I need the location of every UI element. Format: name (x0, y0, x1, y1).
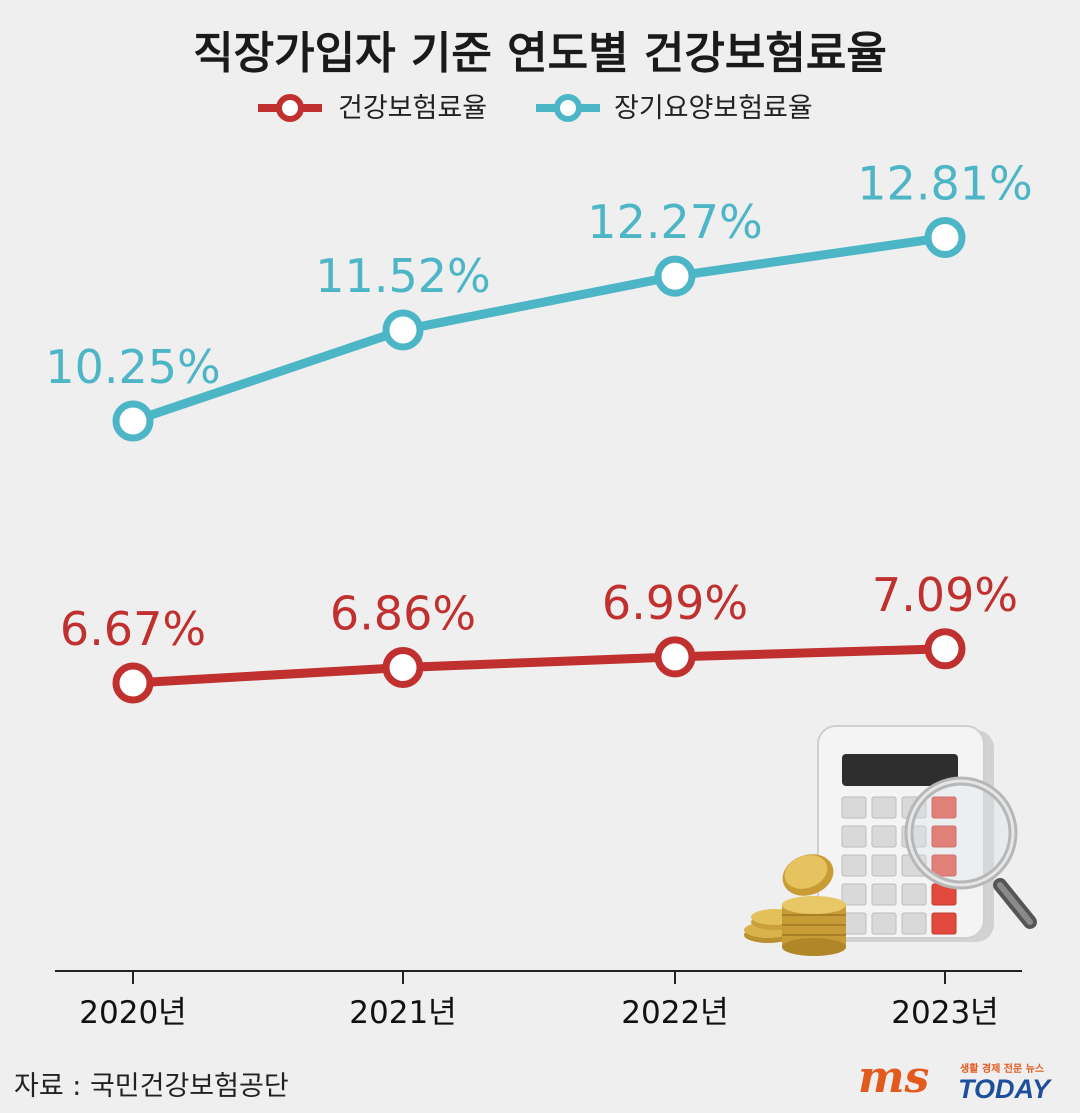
legend-label-health: 건강보험료율 (338, 93, 487, 124)
legend: 건강보험료율 장기요양보험료율 (258, 93, 813, 124)
logo-name: TODAY (958, 1074, 1053, 1104)
logo-brand: ms (858, 1052, 929, 1103)
data-point (382, 309, 424, 351)
series-line (132, 644, 946, 688)
data-point (924, 216, 966, 258)
chart-title: 직장가입자 기준 연도별 건강보험료율 (193, 28, 887, 79)
data-label: 12.81% (857, 156, 1032, 210)
data-point (382, 647, 424, 689)
tick-label: 2020년 (79, 995, 186, 1031)
series-layer: 6.67% 6.86% 6.99% 7.09% 10.25% 11.52% 12.27% 12… (45, 156, 1033, 704)
data-label: 6.67% (60, 602, 206, 656)
data-label: 6.99% (602, 576, 748, 630)
legend-item-health: 건강보험료율 (258, 93, 487, 124)
series-line (131, 232, 946, 426)
data-label: 12.27% (587, 195, 762, 249)
legend-item-ltc: 장기요양보험료율 (536, 93, 813, 124)
data-label: 6.86% (330, 587, 476, 641)
data-label: 10.25% (45, 340, 220, 394)
source-note: 자료 : 국민건강보험공단 (14, 1071, 289, 1102)
data-point (924, 628, 966, 670)
data-point (654, 255, 696, 297)
data-point (112, 400, 154, 442)
data-label: 11.52% (315, 249, 490, 303)
data-label: 7.09% (872, 568, 1018, 622)
data-point (112, 662, 154, 704)
series-0: 6.67% 6.86% 6.99% 7.09% (60, 568, 1018, 704)
tick-label: 2023년 (891, 995, 998, 1031)
magnifier-icon (904, 776, 1037, 929)
coins-icon (744, 854, 846, 956)
legend-label-ltc: 장기요양보험료율 (614, 93, 813, 124)
x-ticks: 2020년 2021년 2022년 2023년 (79, 971, 999, 1031)
data-point (654, 636, 696, 678)
tick-label: 2021년 (349, 995, 456, 1031)
logo-tagline: 생활 경제 전문 뉴스 (960, 1062, 1044, 1075)
tick-label: 2022년 (621, 995, 728, 1031)
logo: ms 생활 경제 전문 뉴스 TODAY (858, 1052, 1053, 1104)
series-1: 10.25% 11.52% 12.27% 12.81% (45, 156, 1033, 442)
